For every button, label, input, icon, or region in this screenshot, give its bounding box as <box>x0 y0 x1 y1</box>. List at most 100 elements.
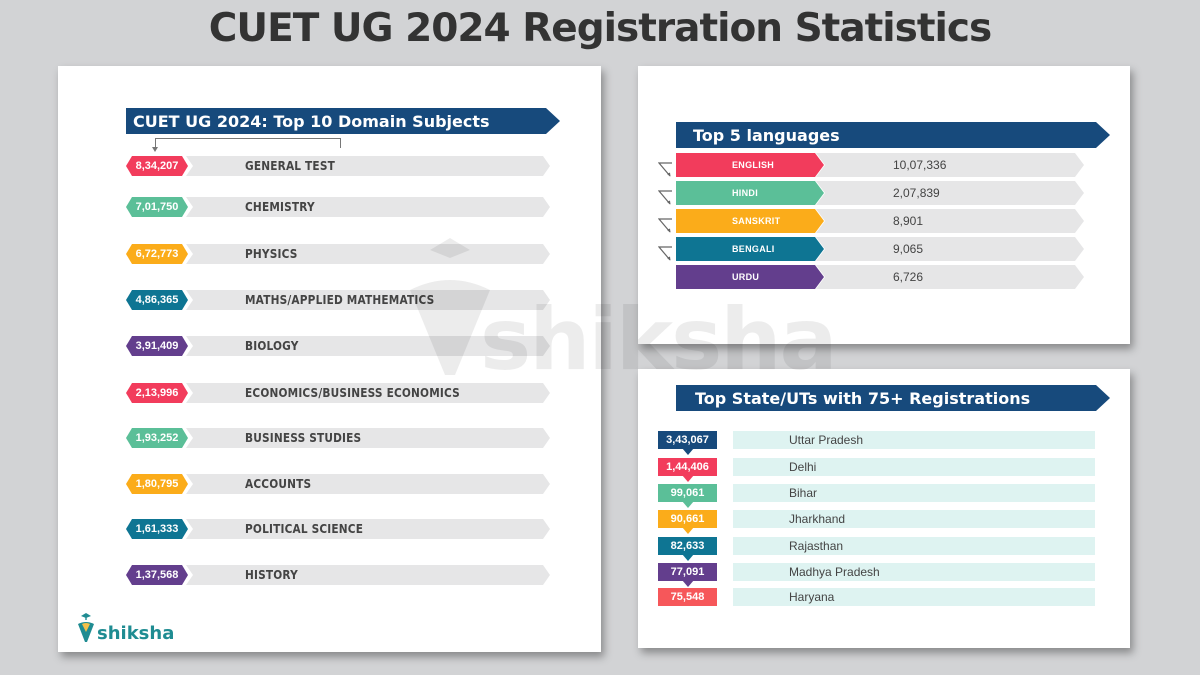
subject-row: POLITICAL SCIENCE 1,61,333 <box>126 519 552 539</box>
language-row: 10,07,336 ENGLISH <box>676 153 1086 177</box>
state-bar <box>733 510 1095 528</box>
subjects-heading: CUET UG 2024: Top 10 Domain Subjects <box>126 108 560 134</box>
state-value-badge: 1,44,406 <box>658 458 717 476</box>
state-value-badge: 3,43,067 <box>658 431 717 449</box>
connector-arrow-icon <box>152 147 158 152</box>
language-label: SANSKRIT <box>676 209 824 233</box>
subject-label: CHEMISTRY <box>245 200 315 214</box>
subject-value-badge: 1,37,568 <box>126 565 188 585</box>
subject-bar <box>186 428 550 448</box>
subjects-panel: CUET UG 2024: Top 10 Domain Subjects GEN… <box>58 66 601 652</box>
subject-bar <box>186 474 550 494</box>
language-label: URDU <box>676 265 824 289</box>
subject-label: MATHS/APPLIED MATHEMATICS <box>245 293 435 307</box>
down-arrow-icon <box>682 475 694 482</box>
subject-row: BIOLOGY 3,91,409 <box>126 336 552 356</box>
subject-label: GENERAL TEST <box>245 159 335 173</box>
subject-row: ECONOMICS/BUSINESS ECONOMICS 2,13,996 <box>126 383 552 403</box>
language-row: 9,065 BENGALI <box>676 237 1086 261</box>
subject-value-badge: 6,72,773 <box>126 244 188 264</box>
state-value-badge: 77,091 <box>658 563 717 581</box>
languages-panel: Top 5 languages 10,07,336 ENGLISH 2,07,8… <box>638 66 1130 344</box>
language-bar <box>816 265 1084 289</box>
subject-value-badge: 1,93,252 <box>126 428 188 448</box>
language-row: 6,726 URDU <box>676 265 1086 289</box>
state-label: Uttar Pradesh <box>789 433 864 447</box>
language-label: HINDI <box>676 181 824 205</box>
state-label: Haryana <box>789 590 835 604</box>
language-bar <box>816 153 1084 177</box>
subject-bar <box>186 197 550 217</box>
state-row: Madhya Pradesh 77,091 <box>658 563 1098 587</box>
down-arrow-icon <box>682 501 694 508</box>
connector-tick-icon <box>658 246 672 261</box>
subject-row: MATHS/APPLIED MATHEMATICS 4,86,365 <box>126 290 552 310</box>
page-title: CUET UG 2024 Registration Statistics <box>208 6 992 51</box>
subject-bar <box>186 156 550 176</box>
subject-row: PHYSICS 6,72,773 <box>126 244 552 264</box>
subject-label: ACCOUNTS <box>245 477 312 491</box>
state-bar <box>733 458 1095 476</box>
subject-label: BUSINESS STUDIES <box>245 431 362 445</box>
state-row: Rajasthan 82,633 <box>658 537 1098 561</box>
subject-bar <box>186 565 550 585</box>
subject-row: CHEMISTRY 7,01,750 <box>126 197 552 217</box>
state-value-badge: 82,633 <box>658 537 717 555</box>
down-arrow-icon <box>682 554 694 561</box>
language-bar <box>816 181 1084 205</box>
subject-value-badge: 4,86,365 <box>126 290 188 310</box>
state-value-badge: 90,661 <box>658 510 717 528</box>
state-value-badge: 99,061 <box>658 484 717 502</box>
state-label: Rajasthan <box>789 539 844 553</box>
subject-bar <box>186 244 550 264</box>
state-row: Bihar 99,061 <box>658 484 1098 508</box>
down-arrow-icon <box>682 580 694 587</box>
state-bar <box>733 484 1095 502</box>
subject-value-badge: 1,80,795 <box>126 474 188 494</box>
subject-row: BUSINESS STUDIES 1,93,252 <box>126 428 552 448</box>
subject-label: PHYSICS <box>245 247 298 261</box>
state-label: Delhi <box>789 460 817 474</box>
language-value: 9,065 <box>893 242 924 256</box>
subject-label: POLITICAL SCIENCE <box>245 522 364 536</box>
connector-tick-icon <box>658 190 672 205</box>
languages-heading: Top 5 languages <box>676 122 1110 148</box>
subject-bar <box>186 290 550 310</box>
connector-tick-icon <box>658 218 672 233</box>
language-value: 10,07,336 <box>893 158 947 172</box>
down-arrow-icon <box>682 448 694 455</box>
subject-value-badge: 1,61,333 <box>126 519 188 539</box>
state-row: Uttar Pradesh 3,43,067 <box>658 431 1098 455</box>
state-bar <box>733 431 1095 449</box>
state-bar <box>733 537 1095 555</box>
language-value: 8,901 <box>893 214 924 228</box>
language-label: BENGALI <box>676 237 824 261</box>
language-bar <box>816 237 1084 261</box>
states-panel: Top State/UTs with 75+ Registrations Utt… <box>638 369 1130 648</box>
subject-value-badge: 8,34,207 <box>126 156 188 176</box>
subject-label: ECONOMICS/BUSINESS ECONOMICS <box>245 386 460 400</box>
subject-value-badge: 2,13,996 <box>126 383 188 403</box>
state-bar <box>733 588 1095 606</box>
state-value-badge: 75,548 <box>658 588 717 606</box>
subject-label: BIOLOGY <box>245 339 299 353</box>
state-row: Jharkhand 90,661 <box>658 510 1098 534</box>
shiksha-logo: shiksha <box>76 612 174 644</box>
language-row: 2,07,839 HINDI <box>676 181 1086 205</box>
subject-row: HISTORY 1,37,568 <box>126 565 552 585</box>
language-bar <box>816 209 1084 233</box>
connector-line <box>155 138 341 148</box>
state-bar <box>733 563 1095 581</box>
connector-tick-icon <box>658 162 672 177</box>
language-value: 6,726 <box>893 270 924 284</box>
language-value: 2,07,839 <box>893 186 940 200</box>
logo-text: shiksha <box>97 623 175 644</box>
subject-label: HISTORY <box>245 568 298 582</box>
subject-value-badge: 3,91,409 <box>126 336 188 356</box>
states-heading: Top State/UTs with 75+ Registrations <box>676 385 1110 411</box>
subject-row: ACCOUNTS 1,80,795 <box>126 474 552 494</box>
state-label: Jharkhand <box>789 512 846 526</box>
state-row: Delhi 1,44,406 <box>658 458 1098 482</box>
subject-row: GENERAL TEST 8,34,207 <box>126 156 552 176</box>
state-row: Haryana 75,548 <box>658 588 1098 606</box>
